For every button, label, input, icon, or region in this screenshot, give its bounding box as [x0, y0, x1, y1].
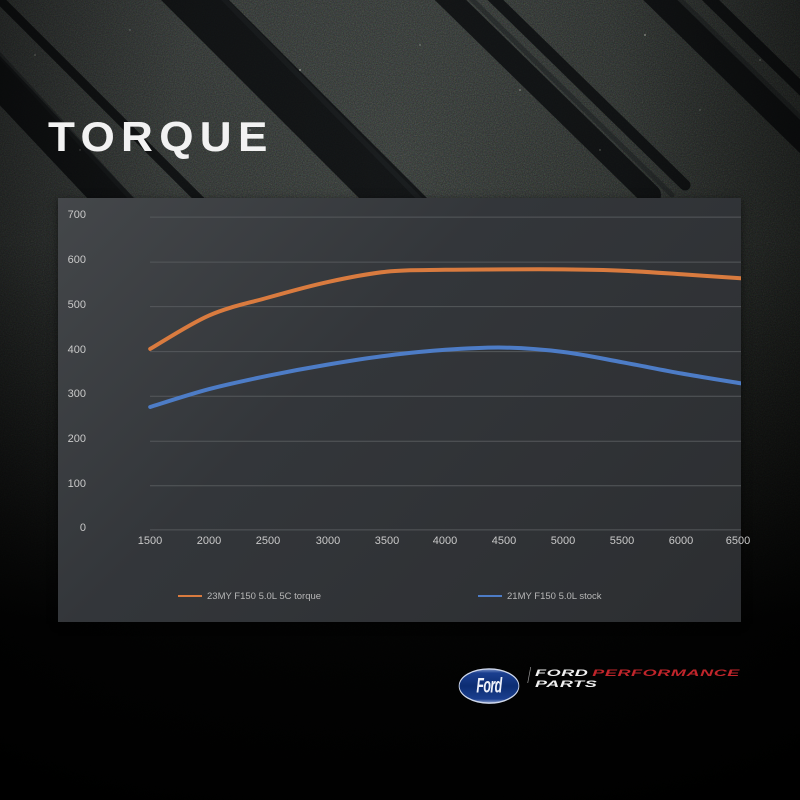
svg-text:Ford: Ford: [476, 673, 502, 697]
